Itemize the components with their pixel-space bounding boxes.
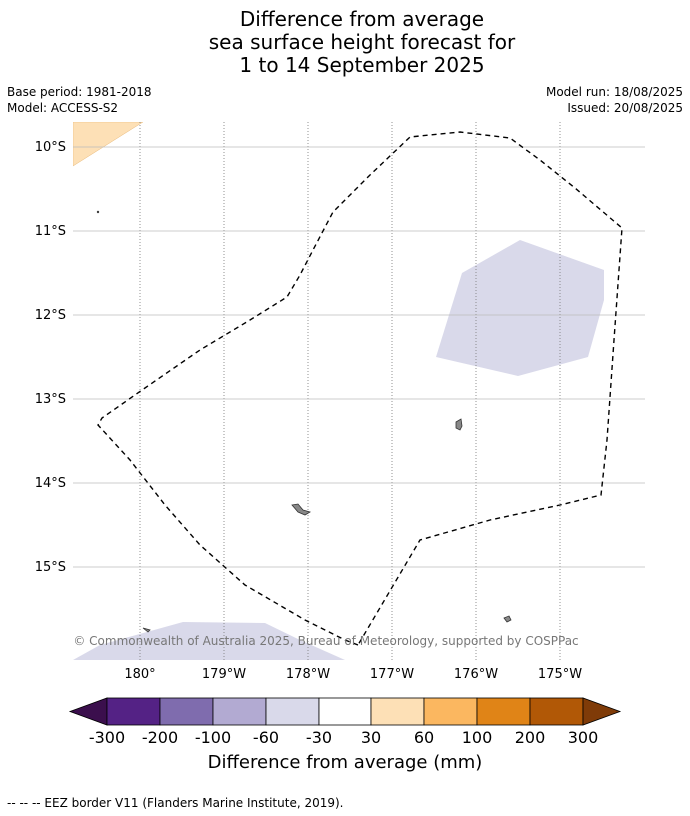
latitude-labels: 10°S 11°S 12°S 13°S 14°S 15°S bbox=[35, 140, 66, 575]
lat-label: 14°S bbox=[35, 476, 66, 491]
lat-label: 12°S bbox=[35, 308, 66, 323]
colorbar-bin-5 bbox=[318, 697, 372, 726]
colorbar-extend-high bbox=[582, 697, 622, 726]
island-4 bbox=[142, 627, 151, 633]
colorbar-tick: 300 bbox=[568, 728, 599, 747]
colorbar-tick: -30 bbox=[306, 728, 332, 747]
model-run-text: Model run: 18/08/2025 bbox=[545, 85, 683, 99]
info-right: Model run: 18/08/2025 Issued: 20/08/2025 bbox=[546, 84, 683, 116]
lat-label: 15°S bbox=[35, 560, 66, 575]
eez-border bbox=[97, 131, 623, 646]
island-1 bbox=[455, 418, 463, 431]
anomaly-negative-region-south bbox=[73, 622, 345, 660]
map-area: © Commonwealth of Australia 2025, Bureau… bbox=[73, 122, 645, 660]
longitude-labels: 180° 179°W 178°W 177°W 176°W 175°W bbox=[124, 667, 582, 682]
map-figure: © Commonwealth of Australia 2025, Bureau… bbox=[35, 122, 645, 747]
colorbar-tick: 200 bbox=[515, 728, 546, 747]
colorbar bbox=[68, 697, 622, 726]
title-line-1: Difference from average bbox=[239, 7, 485, 31]
colorbar-tick: 30 bbox=[361, 728, 381, 747]
anomaly-positive-region bbox=[73, 122, 144, 167]
colorbar-tick: -200 bbox=[142, 728, 178, 747]
colorbar-tick: 100 bbox=[462, 728, 493, 747]
colorbar-extend-low bbox=[68, 697, 108, 726]
colorbar-bin-6 bbox=[370, 697, 425, 726]
eez-footnote: -- -- -- EEZ border V11 (Flanders Marine… bbox=[7, 796, 344, 810]
lon-label: 180° bbox=[124, 667, 155, 682]
lon-label: 177°W bbox=[370, 667, 414, 682]
colorbar-bin-8 bbox=[476, 697, 531, 726]
anomaly-negative-region bbox=[436, 240, 604, 376]
title-line-2: sea surface height forecast for bbox=[208, 30, 516, 54]
lat-label: 13°S bbox=[35, 392, 66, 407]
colorbar-tick: 60 bbox=[414, 728, 434, 747]
colorbar-title: Difference from average (mm) bbox=[207, 752, 483, 773]
island-3 bbox=[503, 615, 512, 623]
colorbar-bin-3 bbox=[212, 697, 267, 726]
longitude-gridlines bbox=[139, 122, 561, 660]
colorbar-tick: -300 bbox=[89, 728, 125, 747]
colorbar-bin-1 bbox=[106, 697, 161, 726]
colorbar-bin-4 bbox=[265, 697, 320, 726]
info-left: Base period: 1981-2018 Model: ACCESS-S2 bbox=[7, 84, 152, 116]
base-period-text: Base period: 1981-2018 bbox=[7, 85, 152, 99]
title-line-3: 1 to 14 September 2025 bbox=[239, 53, 485, 77]
colorbar-ticks: -300 -200 -100 -60 -30 30 60 100 200 300 bbox=[89, 728, 598, 747]
islands bbox=[96, 210, 512, 633]
colorbar-bin-7 bbox=[423, 697, 478, 726]
issued-text: Issued: 20/08/2025 bbox=[567, 101, 683, 115]
lon-label: 179°W bbox=[202, 667, 246, 682]
island-2 bbox=[291, 503, 311, 516]
colorbar-tick: -60 bbox=[253, 728, 279, 747]
copyright-text: © Commonwealth of Australia 2025, Bureau… bbox=[73, 634, 578, 648]
lon-label: 176°W bbox=[454, 667, 498, 682]
colorbar-bin-2 bbox=[159, 697, 214, 726]
model-text: Model: ACCESS-S2 bbox=[7, 101, 119, 115]
colorbar-tick: -100 bbox=[195, 728, 231, 747]
lat-label: 11°S bbox=[35, 224, 66, 239]
lon-label: 178°W bbox=[286, 667, 330, 682]
colorbar-bin-9 bbox=[529, 697, 584, 726]
map-title: Difference from average sea surface heig… bbox=[0, 8, 690, 77]
latitude-gridlines bbox=[73, 146, 645, 568]
island-5 bbox=[96, 210, 100, 214]
lat-label: 10°S bbox=[35, 140, 66, 155]
lon-label: 175°W bbox=[538, 667, 582, 682]
